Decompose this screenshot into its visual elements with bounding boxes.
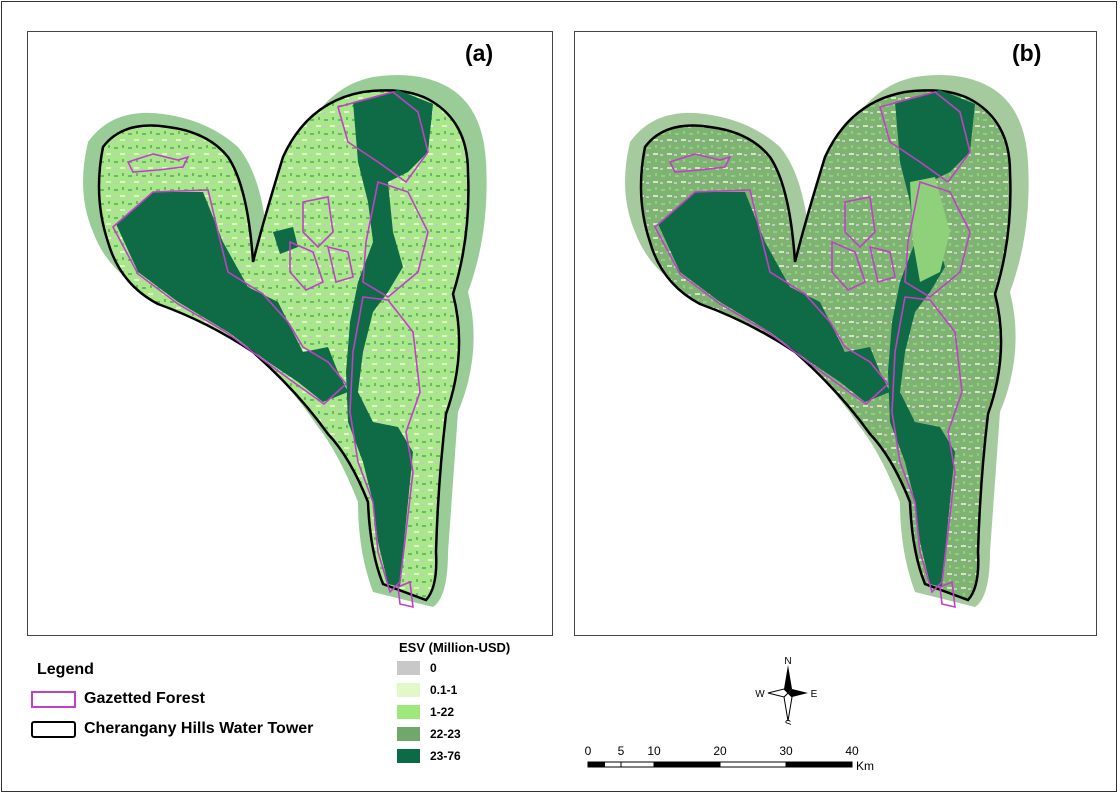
water-tower-swatch bbox=[31, 720, 76, 738]
scale-unit-label: Km bbox=[856, 759, 874, 773]
map-b-svg bbox=[625, 74, 1029, 609]
legend-title: Legend bbox=[37, 661, 94, 678]
legend-item-gazetted-forest: Gazetted Forest bbox=[31, 688, 205, 710]
esv-swatch bbox=[397, 705, 420, 719]
esv-class-4: 23-76 bbox=[397, 747, 461, 765]
esv-swatch bbox=[397, 749, 420, 763]
west-label: W bbox=[755, 689, 765, 700]
gazetted-forest-swatch bbox=[31, 690, 76, 708]
scale-tick-label: 20 bbox=[713, 744, 727, 758]
legend-label-gazetted-forest: Gazetted Forest bbox=[84, 690, 205, 707]
esv-swatch bbox=[397, 661, 420, 675]
scale-segment bbox=[653, 761, 721, 768]
dark-forest-center-a bbox=[303, 347, 338, 392]
esv-label: 0.1-1 bbox=[430, 683, 458, 697]
esv-legend-title: ESV (Million-USD) bbox=[399, 640, 511, 655]
dark-forest-patch-a bbox=[273, 227, 298, 254]
legend-label-water-tower: Cherangany Hills Water Tower bbox=[84, 720, 314, 737]
esv-swatch bbox=[397, 727, 420, 741]
scale-tick-label: 40 bbox=[845, 744, 859, 758]
esv-swatch bbox=[397, 683, 420, 697]
south-label: S bbox=[785, 719, 792, 725]
esv-label: 23-76 bbox=[430, 749, 461, 763]
scale-segment bbox=[620, 761, 655, 768]
scale-segment bbox=[785, 761, 853, 768]
esv-label: 22-23 bbox=[430, 727, 461, 741]
scale-tick-label: 0 bbox=[585, 744, 592, 758]
map-panel-a: (a) bbox=[27, 31, 553, 636]
esv-class-3: 22-23 bbox=[397, 725, 461, 743]
dark-forest-center-b bbox=[845, 347, 880, 392]
east-label: E bbox=[811, 689, 818, 700]
scale-segment bbox=[719, 761, 787, 768]
panel-label-a: (a) bbox=[465, 40, 494, 66]
north-label: N bbox=[784, 656, 791, 667]
map-a-svg bbox=[83, 74, 487, 609]
scale-tick-label: 5 bbox=[618, 744, 625, 758]
esv-label: 1-22 bbox=[430, 705, 455, 719]
north-arrow: N S E W bbox=[755, 656, 818, 725]
map-panel-b: (b) bbox=[574, 31, 1097, 636]
esv-label: 0 bbox=[430, 661, 437, 675]
esv-class-0: 0 bbox=[397, 659, 437, 677]
light-patch-b bbox=[910, 177, 950, 282]
scale-segment bbox=[604, 761, 622, 768]
dark-forest-west-a bbox=[116, 192, 348, 402]
esv-class-1: 0.1-1 bbox=[397, 681, 457, 699]
scale-tick-label: 30 bbox=[779, 744, 793, 758]
dark-forest-west-b bbox=[658, 192, 890, 402]
scale-tick-label: 10 bbox=[647, 744, 661, 758]
panel-label-b: (b) bbox=[1012, 40, 1042, 66]
legend-item-water-tower: Cherangany Hills Water Tower bbox=[31, 718, 313, 740]
gazetted-forest-outlines-b bbox=[653, 91, 971, 609]
esv-class-2: 1-22 bbox=[397, 703, 454, 721]
gazetted-forest-outlines-a bbox=[111, 91, 429, 609]
